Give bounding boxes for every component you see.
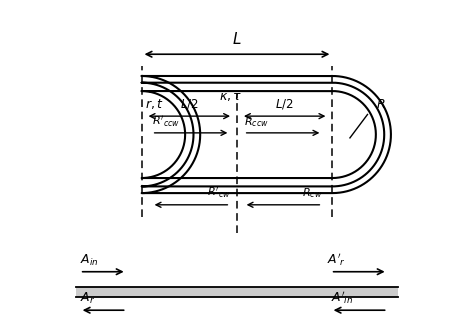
Text: $A_r$: $A_r$ [80, 291, 95, 306]
Text: $A'_r$: $A'_r$ [328, 251, 346, 268]
Text: $L/2$: $L/2$ [180, 97, 199, 111]
Text: $r,t$: $r,t$ [145, 97, 164, 112]
Text: $L$: $L$ [232, 31, 242, 47]
Text: $R$: $R$ [375, 98, 385, 111]
Text: $R_{cw}$: $R_{cw}$ [302, 187, 322, 201]
Text: $R'_{ccw}$: $R'_{ccw}$ [152, 114, 180, 128]
Text: $\kappa,\tau$: $\kappa,\tau$ [219, 90, 242, 102]
Text: $A'_{in}$: $A'_{in}$ [331, 290, 353, 306]
Text: $L/2$: $L/2$ [275, 97, 294, 111]
Text: $R'_{cw}$: $R'_{cw}$ [207, 186, 230, 201]
Bar [76, 287, 398, 297]
Text: $A_{in}$: $A_{in}$ [80, 253, 98, 268]
Text: $R_{ccw}$: $R_{ccw}$ [244, 115, 268, 128]
